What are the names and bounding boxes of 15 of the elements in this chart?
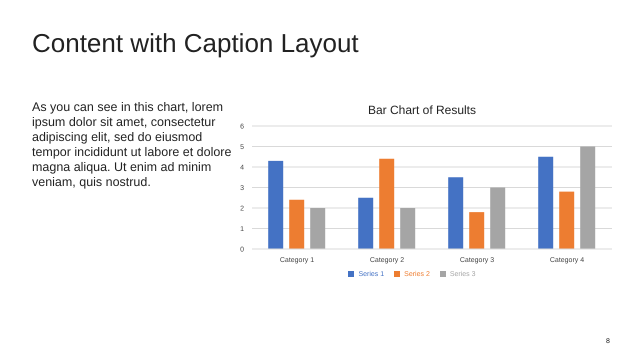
bar [490, 188, 506, 249]
bar [580, 146, 596, 249]
bar [310, 208, 326, 249]
bar [400, 208, 416, 249]
bar [379, 158, 394, 249]
bar [289, 200, 304, 249]
bar [448, 177, 464, 249]
text: As you can see in this chart, lorem ipsum dolor sit amet, consectetur adipiscing elit, sed do eiusmod tempor incididunt ut labore et dolore magna aliqua. Ut enim ad minim veniam, quis nostrud. [32, 100, 232, 190]
bar [538, 156, 554, 249]
bar [268, 160, 284, 249]
bar [358, 198, 374, 249]
bar [469, 212, 484, 249]
bar [559, 192, 574, 249]
chart-title: Content with Caption Layout [32, 28, 359, 59]
chart-subtitle: Bar Chart of Results [366, 103, 478, 117]
